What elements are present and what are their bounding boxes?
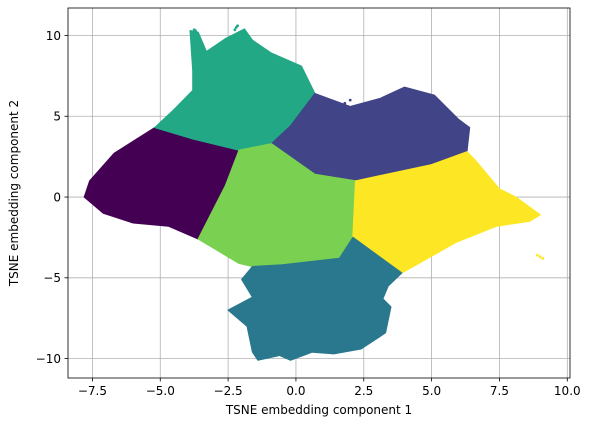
x-tick-label: −7.5: [78, 384, 107, 398]
y-tick-label: 10: [46, 29, 61, 43]
y-tick-label: −10: [36, 352, 61, 366]
x-tick-label: −2.5: [214, 384, 243, 398]
y-tick-label: 0: [53, 190, 61, 204]
scatter-point: [348, 98, 352, 102]
x-tick-label: 7.5: [490, 384, 509, 398]
x-tick-label: −5.0: [146, 384, 175, 398]
scatter-point: [541, 257, 545, 260]
scatter-point: [536, 253, 539, 257]
x-tick-label: 5.0: [422, 384, 441, 398]
plot-frame: [67, 7, 571, 379]
y-axis-label: TSNE embedding component 2: [7, 100, 21, 287]
cluster-6-points: [227, 236, 403, 361]
scatter-point: [194, 29, 197, 33]
x-tick-label: 0.0: [286, 384, 305, 398]
scatter-point: [233, 28, 237, 32]
scatter-points: [83, 24, 545, 361]
scatter-point: [538, 255, 542, 259]
y-tick-label: 5: [53, 110, 61, 124]
x-tick-label: 2.5: [354, 384, 373, 398]
axis-ticks: −7.5 −5.0 −2.5 0.0 2.5 5.0 7.5 10.0 −10 −5 0 5 10: [36, 29, 581, 398]
scatter-point: [343, 101, 347, 105]
x-axis-label: TSNE embedding component 1: [225, 403, 412, 417]
y-tick-label: −5: [43, 271, 61, 285]
scatter-point: [234, 25, 238, 29]
scatter-point: [351, 106, 355, 110]
x-tick-label: 10.0: [554, 384, 581, 398]
